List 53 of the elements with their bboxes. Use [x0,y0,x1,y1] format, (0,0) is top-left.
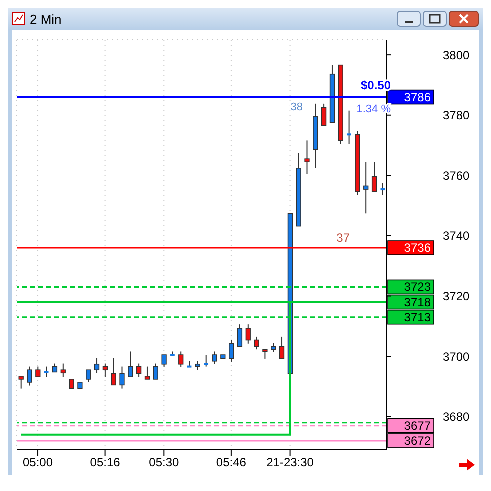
candlestick [86,370,92,383]
y-tick-label: 3760 [443,168,470,183]
candlestick [102,363,108,378]
y-tick-label: 3700 [443,350,470,364]
ref-line-label: 3677 [404,418,432,433]
ref-line-label: 3713 [404,310,432,324]
candlestick [27,366,32,386]
x-tick-label: 05:30 [149,456,180,470]
candlestick [111,358,116,386]
candlestick [237,324,243,348]
y-tick-label: 3720 [443,290,470,304]
candlestick [304,140,310,175]
x-tick-label: 21-23:30 [266,456,314,470]
x-tick-label: 05:00 [23,456,54,470]
annotation: 37 [336,231,350,246]
x-tick-label: 05:46 [216,456,247,470]
candlestick [347,110,352,145]
ref-line-label: 3786 [404,90,432,104]
candlestick [279,336,285,360]
candlestick [380,182,386,196]
y-tick-label: 3780 [443,108,470,123]
candlestick [229,339,234,362]
ref-line-label: 3723 [404,280,432,294]
candlestick [204,354,209,368]
candlestick [144,366,150,380]
y-tick-label: 3800 [443,48,470,62]
candlestick [136,363,142,378]
ref-line-label: 3672 [404,434,432,448]
candlestick [36,366,41,378]
annotation: 38 [290,101,303,114]
candlestick [322,103,327,126]
candlestick [94,358,100,374]
y-tick-label: 3680 [443,410,470,424]
ref-line-label: 3736 [404,241,432,256]
y-tick-label: 3740 [443,229,470,244]
candlestick [364,162,369,214]
ref-line-label: 3718 [404,295,432,310]
candlestick [178,351,184,368]
candlestick [162,354,167,368]
candlestick [18,376,24,390]
candlestick [128,351,134,378]
candlestick [120,366,125,390]
chart-title: 2 Min [30,12,62,26]
candlestick [44,366,49,378]
candlestick [254,336,260,350]
candlestick [69,379,74,390]
x-tick-label: 05:16 [90,456,121,470]
candlestick [212,351,218,365]
candlestick [60,363,66,378]
candlestick [372,162,378,192]
candlestick [262,349,268,360]
candlestick [246,324,251,344]
candlestick [153,363,158,380]
